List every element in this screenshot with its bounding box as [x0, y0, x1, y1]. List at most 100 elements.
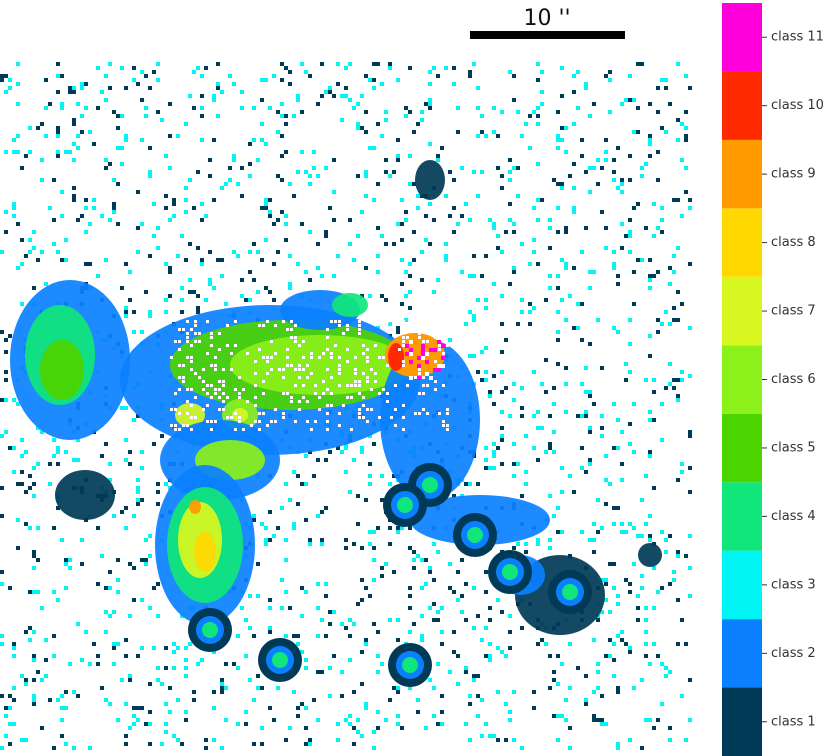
pixel — [196, 66, 200, 70]
pixel — [120, 66, 124, 70]
pixel — [266, 320, 269, 323]
pixel — [350, 384, 353, 387]
pixel — [112, 178, 116, 182]
pixel — [88, 130, 92, 134]
pixel — [296, 706, 300, 710]
pixel — [222, 392, 225, 395]
pixel — [564, 366, 568, 370]
pixel — [536, 410, 540, 414]
pixel — [300, 586, 304, 590]
pixel — [326, 348, 329, 351]
pixel — [664, 538, 668, 542]
pixel — [676, 118, 680, 122]
pixel — [176, 646, 180, 650]
pixel — [280, 210, 284, 214]
pixel — [624, 378, 628, 382]
pixel — [168, 270, 172, 274]
pixel — [552, 670, 556, 674]
pixel — [684, 190, 688, 194]
pixel — [174, 340, 177, 343]
pixel — [128, 450, 132, 454]
pixel — [80, 562, 84, 566]
pixel — [196, 294, 200, 298]
pixel — [96, 274, 100, 278]
pixel — [120, 114, 124, 118]
pixel — [188, 290, 192, 294]
pixel — [414, 376, 417, 379]
pixel — [48, 462, 52, 466]
pixel — [408, 686, 412, 690]
pixel — [232, 662, 236, 666]
pixel — [396, 78, 400, 82]
pixel — [362, 416, 365, 419]
pixel — [364, 170, 368, 174]
pixel — [568, 686, 572, 690]
pixel — [456, 106, 460, 110]
pixel — [536, 62, 540, 66]
pixel — [492, 466, 496, 470]
pixel — [680, 462, 684, 466]
pixel — [64, 450, 68, 454]
pixel — [330, 352, 333, 355]
pixel — [258, 428, 261, 431]
pixel — [156, 678, 160, 682]
pixel — [306, 400, 309, 403]
pixel — [524, 470, 528, 474]
pixel — [248, 174, 252, 178]
region — [415, 160, 445, 200]
pixel — [358, 324, 361, 327]
pixel — [644, 522, 648, 526]
pixel — [204, 738, 208, 742]
pixel — [286, 364, 289, 367]
pixel — [214, 388, 217, 391]
pixel — [264, 206, 268, 210]
pixel — [396, 530, 400, 534]
pixel — [124, 310, 128, 314]
pixel — [282, 368, 285, 371]
pixel — [384, 118, 388, 122]
pixel — [556, 682, 560, 686]
pixel — [318, 396, 321, 399]
pixel — [202, 380, 205, 383]
pixel — [252, 634, 256, 638]
pixel — [198, 332, 201, 335]
pixel — [290, 396, 293, 399]
pixel — [48, 102, 52, 106]
pixel — [266, 372, 269, 375]
pixel — [624, 530, 628, 534]
pixel — [406, 336, 409, 339]
pixel — [396, 690, 400, 694]
pixel — [520, 386, 524, 390]
pixel — [132, 66, 136, 70]
colorbar-swatch — [722, 413, 762, 483]
pixel — [656, 654, 660, 658]
pixel — [178, 388, 181, 391]
pixel — [600, 694, 604, 698]
pixel — [612, 158, 616, 162]
pixel — [500, 294, 504, 298]
pixel — [520, 494, 524, 498]
pixel — [358, 380, 361, 383]
pixel — [520, 134, 524, 138]
pixel — [124, 702, 128, 706]
pixel — [552, 678, 556, 682]
pixel — [104, 442, 108, 446]
pixel — [260, 686, 264, 690]
pixel — [364, 498, 368, 502]
pixel — [592, 714, 596, 718]
pixel — [540, 198, 544, 202]
pixel — [672, 254, 676, 258]
pixel — [532, 206, 536, 210]
pixel — [96, 106, 100, 110]
pixel — [376, 122, 380, 126]
pixel — [672, 570, 676, 574]
pixel — [584, 82, 588, 86]
pixel — [628, 646, 632, 650]
pixel — [648, 662, 652, 666]
pixel — [198, 376, 201, 379]
pixel — [108, 462, 112, 466]
pixel — [384, 562, 388, 566]
pixel — [156, 582, 160, 586]
pixel — [500, 610, 504, 614]
